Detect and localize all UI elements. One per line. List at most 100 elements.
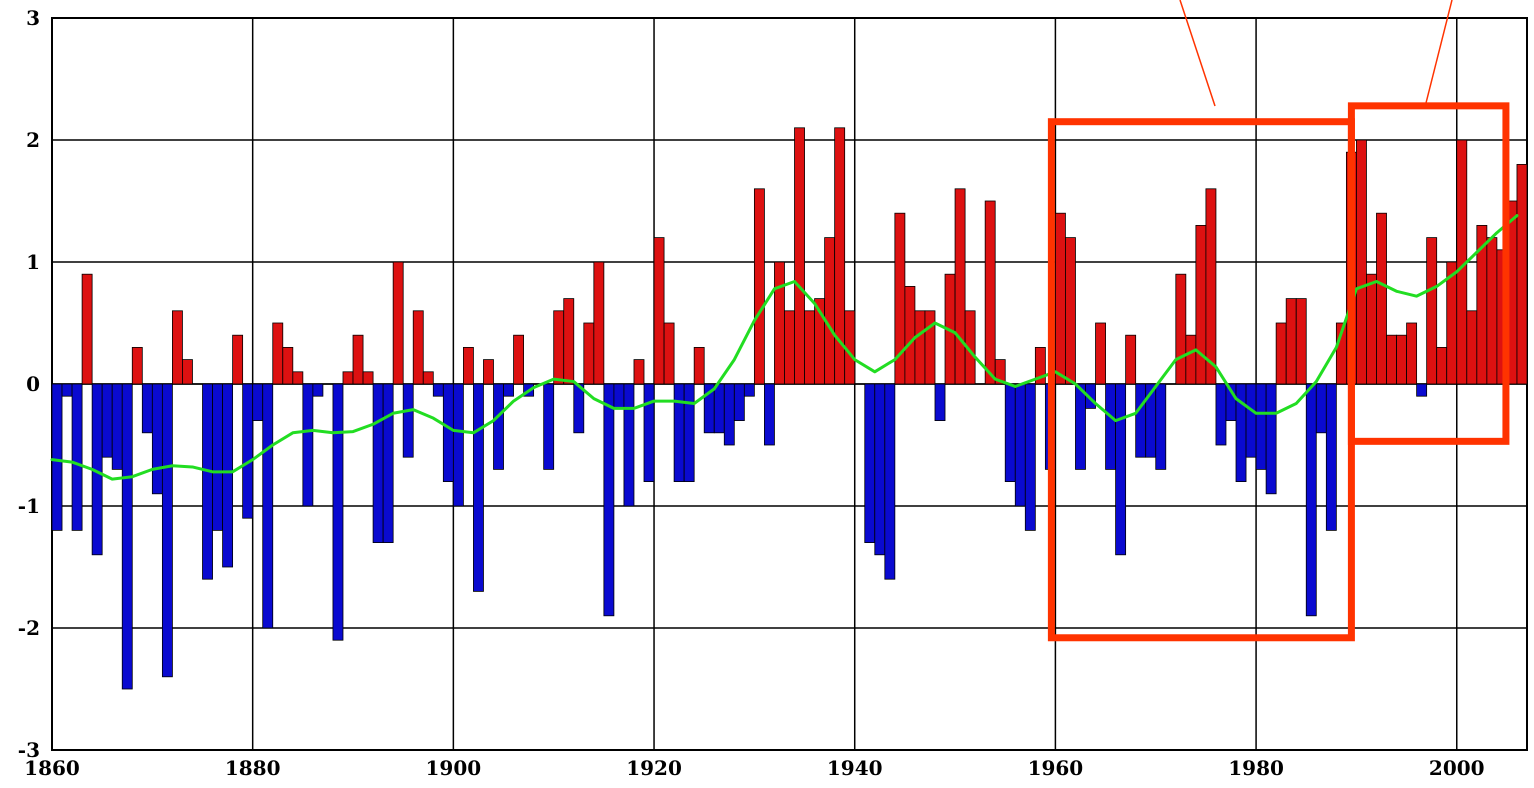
bar-negative [252,383,264,421]
bar-positive [1376,212,1387,385]
bar-positive [272,322,284,385]
y-axis-labels: -3 -2 -1 0 1 2 3 [18,6,40,762]
bar-negative [503,383,514,397]
y-tick-label: 2 [26,128,40,152]
bar-positive [834,127,846,385]
bar-positive [1396,334,1407,385]
bar-positive [583,322,595,385]
bar-positive [904,285,916,385]
bar-positive [342,371,354,385]
bar-positive [954,188,966,385]
x-tick-label: 1920 [626,756,682,780]
bar-negative [603,383,615,617]
bar-positive [924,310,936,385]
bar-positive [422,371,434,385]
bar-negative [332,383,344,641]
bar-positive [362,371,374,385]
bar-negative [432,383,444,397]
bar-positive [131,346,143,385]
bar-negative [312,383,324,397]
bar-positive [914,310,926,385]
pointer-line [1179,0,1216,107]
bar-positive [1295,298,1307,385]
bar-positive [784,310,795,385]
bar-positive [563,298,575,385]
bar-positive [1446,261,1458,385]
bar-negative [212,383,223,531]
bar-negative [1255,383,1267,470]
y-tick-label: 3 [26,6,40,30]
x-tick-label: 1860 [24,756,80,780]
bar-negative [1325,383,1337,531]
bar-positive [1125,334,1137,385]
bar-negative [1155,383,1167,470]
bar-positive [593,261,605,385]
bar-negative [442,383,454,482]
bar-negative [1105,383,1117,470]
bar-negative [643,383,655,482]
y-tick-label: 1 [26,250,40,274]
bar-negative [1245,383,1257,458]
bar-negative [733,383,745,421]
x-tick-label: 1900 [426,756,482,780]
bar-negative [683,383,695,482]
bar-positive [392,261,404,385]
bar-positive [292,371,304,385]
x-tick-label: 1980 [1228,756,1284,780]
x-tick-label: 1960 [1028,756,1084,780]
smooth-line-group [50,214,1519,481]
y-tick-label: -3 [18,738,40,762]
bar-negative [543,383,555,470]
bar-positive [81,273,93,385]
bar-negative [202,383,213,580]
bar-negative [61,383,73,397]
bar-negative [623,383,635,507]
bar-positive [462,346,474,385]
bar-positive [1195,224,1207,385]
bar-positive [1055,212,1066,385]
bar-negative [934,383,946,421]
bar-positive [653,237,665,385]
bar-positive [182,359,193,385]
x-tick-label: 1880 [225,756,281,780]
bar-positive [282,346,294,385]
y-tick-label: -2 [18,616,40,640]
bar-negative [673,383,685,482]
pointer-line [1425,0,1453,104]
bar-negative [121,383,133,690]
bar-positive [412,310,424,385]
bar-positive [1275,322,1287,385]
bar-positive [1185,334,1197,385]
bar-positive [1486,237,1498,385]
bar-positive [794,127,805,385]
bar-negative [1135,383,1147,458]
bar-negative [1265,383,1277,495]
bar-negative [723,383,735,446]
bar-positive [1516,163,1528,385]
bar-negative [743,383,755,397]
bar-negative [493,383,504,470]
bars [51,127,1528,690]
bar-negative [1305,383,1317,617]
bar-positive [1466,310,1478,385]
bar-negative [764,383,775,446]
bar-negative [613,383,625,409]
bar-positive [663,322,675,385]
bar-negative [864,383,876,544]
bar-negative [1215,383,1227,446]
bar-negative [382,383,394,544]
bar-negative [302,383,314,507]
bar-negative [71,383,83,531]
bar-negative [884,383,896,580]
bar-positive [513,334,524,385]
bar-positive [483,359,494,385]
bar-positive [1426,237,1438,385]
bar-negative [151,383,163,495]
bar-negative [141,383,153,434]
bar-negative [101,383,113,458]
highlight-boxes [1047,102,1510,642]
bar-negative [262,383,274,629]
bar-positive [172,310,183,385]
bar-negative [1115,383,1127,556]
